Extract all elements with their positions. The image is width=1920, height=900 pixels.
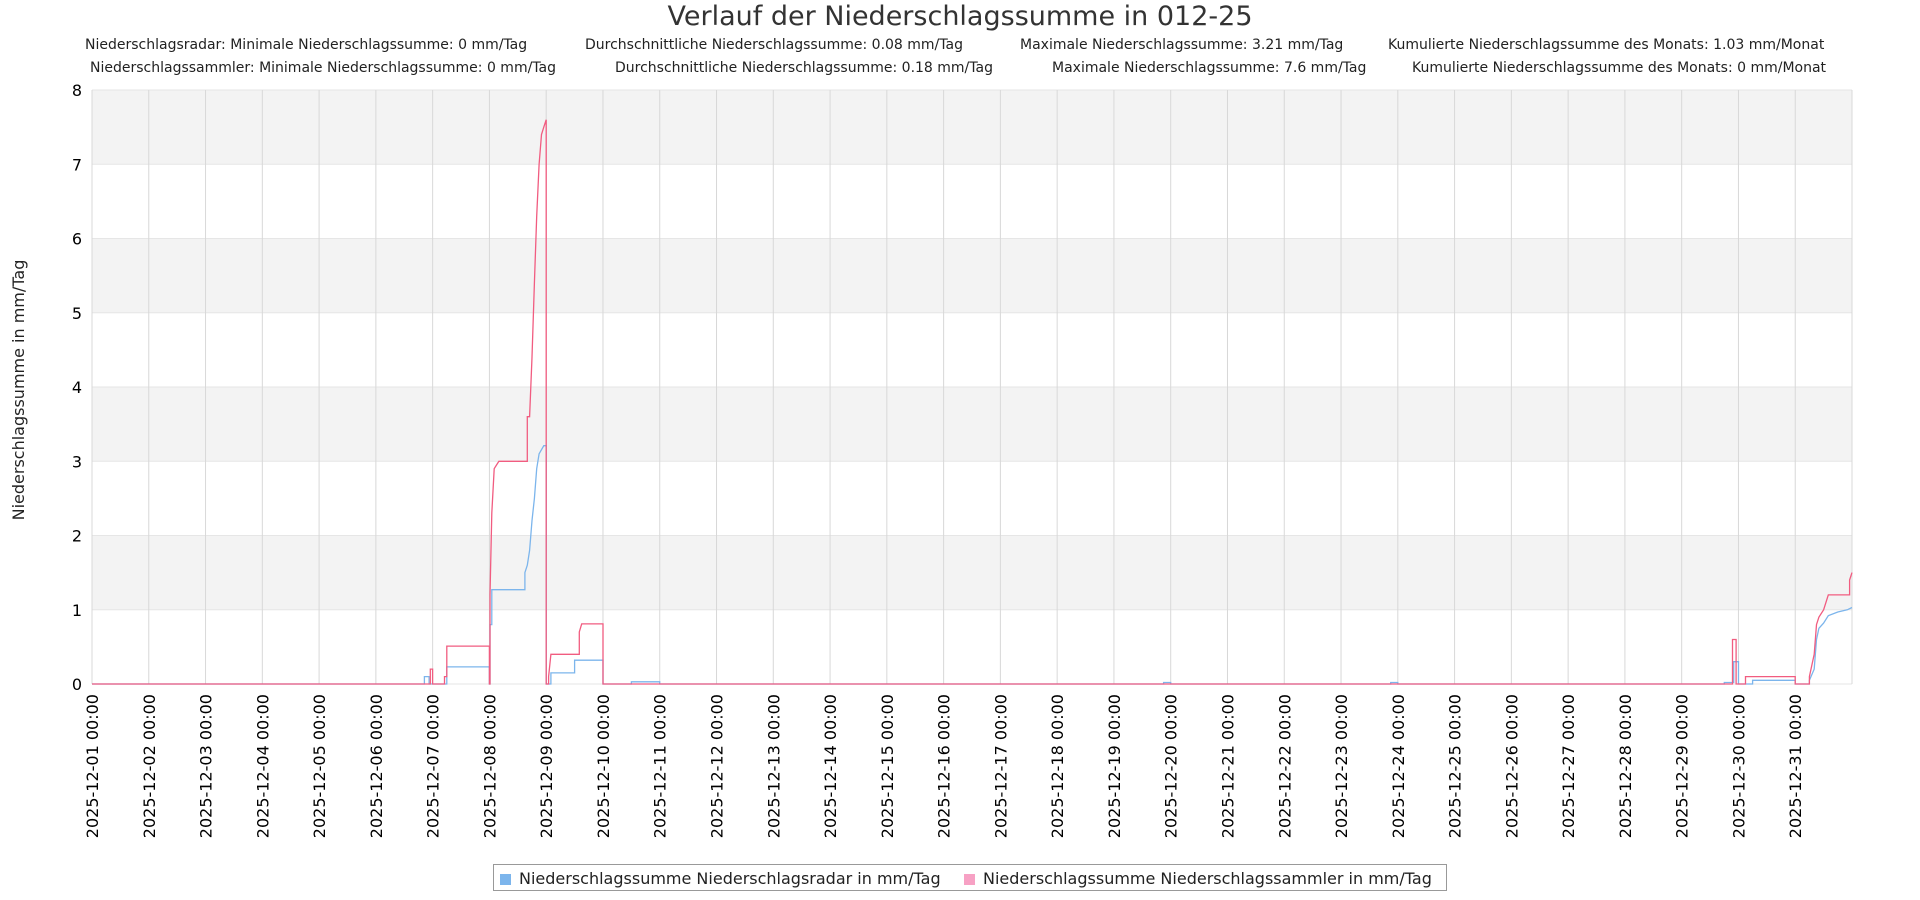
x-tick-label: 2025-12-22 00:00 — [1275, 694, 1294, 838]
x-tick-label: 2025-12-18 00:00 — [1048, 694, 1067, 838]
x-tick-label: 2025-12-11 00:00 — [651, 694, 670, 838]
x-tick-label: 2025-12-08 00:00 — [480, 694, 499, 838]
x-tick-label: 2025-12-15 00:00 — [878, 694, 897, 838]
stat-radar-cum: Kumulierte Niederschlagssumme des Monats… — [1388, 37, 1825, 53]
x-axis-ticks: 2025-12-01 00:00 2025-12-02 00:00 2025-12-… — [83, 694, 1805, 838]
x-tick-label: 2025-12-06 00:00 — [367, 694, 386, 838]
x-tick-label: 2025-12-07 00:00 — [424, 694, 443, 838]
x-tick-label: 2025-12-21 00:00 — [1218, 694, 1237, 838]
y-tick-label: 8 — [72, 81, 82, 100]
x-tick-label: 2025-12-23 00:00 — [1332, 694, 1351, 838]
x-tick-label: 2025-12-04 00:00 — [253, 694, 272, 838]
x-tick-label: 2025-12-12 00:00 — [708, 694, 727, 838]
y-tick-label: 2 — [72, 527, 82, 546]
legend-item-radar[interactable]: Niederschlagssumme Niederschlagsradar in… — [500, 869, 941, 888]
y-tick-label: 4 — [72, 378, 82, 397]
y-axis-ticks: 0 1 2 3 4 5 6 7 8 — [72, 81, 82, 694]
y-axis-label: Niederschlagssumme in mm/Tag — [9, 260, 28, 521]
y-tick-label: 6 — [72, 230, 82, 249]
legend-item-sammler[interactable]: Niederschlagssumme Niederschlagssammler … — [964, 869, 1432, 888]
x-tick-label: 2025-12-03 00:00 — [197, 694, 216, 838]
stat-sammler-avg: Durchschnittliche Niederschlagssumme: 0.… — [615, 60, 993, 76]
y-tick-label: 7 — [72, 155, 82, 174]
x-tick-label: 2025-12-13 00:00 — [764, 694, 783, 838]
background-band — [92, 387, 1852, 462]
x-tick-label: 2025-12-14 00:00 — [821, 694, 840, 838]
x-tick-label: 2025-12-05 00:00 — [310, 694, 329, 838]
x-tick-label: 2025-12-20 00:00 — [1162, 694, 1181, 838]
legend-label-radar: Niederschlagssumme Niederschlagsradar in… — [519, 869, 941, 888]
y-tick-label: 5 — [72, 304, 82, 323]
x-tick-label: 2025-12-10 00:00 — [594, 694, 613, 838]
x-tick-label: 2025-12-31 00:00 — [1786, 694, 1805, 838]
x-tick-label: 2025-12-17 00:00 — [991, 694, 1010, 838]
x-tick-label: 2025-12-30 00:00 — [1729, 694, 1748, 838]
x-tick-label: 2025-12-27 00:00 — [1559, 694, 1578, 838]
y-tick-label: 0 — [72, 675, 82, 694]
legend-swatch-radar — [500, 874, 511, 885]
series-sammler-line — [92, 119, 1853, 685]
legend-swatch-sammler — [964, 874, 975, 885]
background-band — [92, 535, 1852, 610]
background-bands — [92, 90, 1852, 610]
chart-legend: Niederschlagssumme Niederschlagsradar in… — [493, 864, 1447, 891]
stat-sammler-cum: Kumulierte Niederschlagssumme des Monats… — [1412, 60, 1827, 76]
background-band — [92, 238, 1852, 313]
x-tick-label: 2025-12-24 00:00 — [1389, 694, 1408, 838]
background-band — [92, 90, 1852, 165]
x-tick-label: 2025-12-01 00:00 — [83, 694, 102, 838]
stat-sammler-max: Maximale Niederschlagssumme: 7.6 mm/Tag — [1052, 60, 1367, 76]
x-tick-label: 2025-12-02 00:00 — [140, 694, 159, 838]
x-tick-label: 2025-12-28 00:00 — [1616, 694, 1635, 838]
x-tick-label: 2025-12-26 00:00 — [1502, 694, 1521, 838]
stat-radar-avg: Durchschnittliche Niederschlagssumme: 0.… — [585, 37, 963, 53]
stat-radar-min: Niederschlagsradar: Minimale Niederschla… — [85, 37, 528, 53]
gridlines — [91, 89, 1853, 685]
stat-radar-max: Maximale Niederschlagssumme: 3.21 mm/Tag — [1020, 37, 1344, 53]
x-tick-label: 2025-12-09 00:00 — [537, 694, 556, 838]
chart-title: Verlauf der Niederschlagssumme in 012-25 — [667, 1, 1253, 32]
legend-label-sammler: Niederschlagssumme Niederschlagssammler … — [983, 869, 1432, 888]
series-lines — [92, 119, 1853, 685]
y-tick-label: 1 — [72, 601, 82, 620]
x-tick-label: 2025-12-29 00:00 — [1673, 694, 1692, 838]
x-tick-label: 2025-12-19 00:00 — [1105, 694, 1124, 838]
y-tick-label: 3 — [72, 452, 82, 471]
stat-sammler-min: Niederschlagssammler: Minimale Niedersch… — [90, 60, 556, 76]
x-tick-label: 2025-12-25 00:00 — [1446, 694, 1465, 838]
x-tick-label: 2025-12-16 00:00 — [935, 694, 954, 838]
